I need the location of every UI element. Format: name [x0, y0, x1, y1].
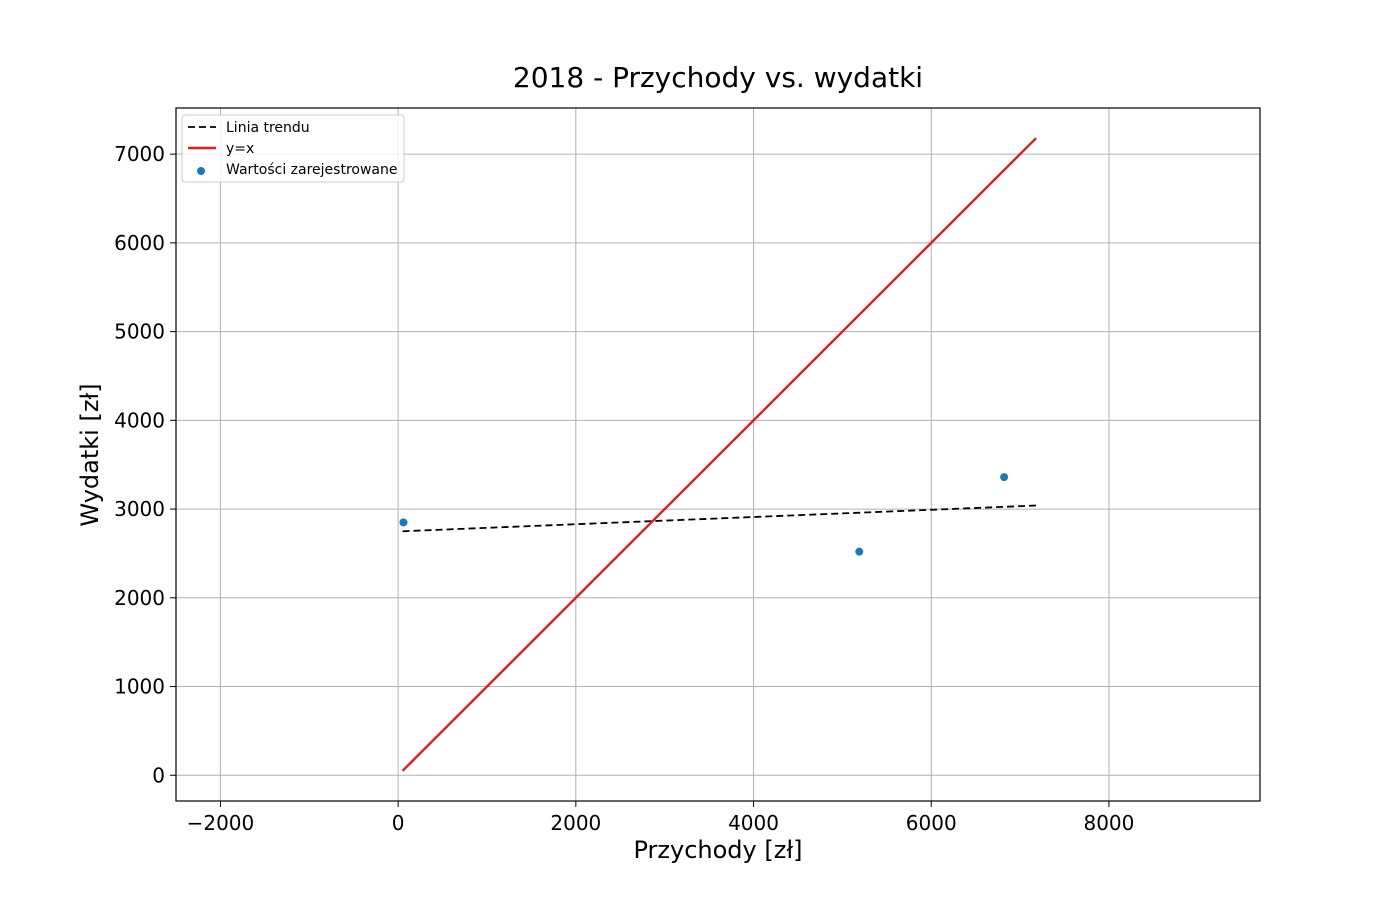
data-point: [855, 547, 864, 556]
data-point: [1000, 473, 1009, 482]
plot-frame: [175, 107, 1261, 802]
series-line: [402, 504, 1037, 533]
y-tick-label: 3000: [114, 497, 165, 521]
legend-box: [181, 114, 405, 183]
y-tick-label: 2000: [114, 586, 165, 610]
y-axis-label: Wydatki [zł]: [76, 383, 104, 526]
legend-entry: Wartości zarejestrowane: [226, 162, 397, 178]
x-tick-label: 4000: [728, 811, 779, 835]
chart-title: 2018 - Przychody vs. wydatki: [513, 61, 923, 94]
x-tick-label: 0: [392, 811, 405, 835]
y-tick-label: 6000: [114, 231, 165, 255]
y-tick-label: 7000: [114, 142, 165, 166]
series-layer: [399, 137, 1037, 772]
x-tick-label: 2000: [550, 811, 601, 835]
x-tick-label: 6000: [906, 811, 957, 835]
data-point: [399, 518, 408, 527]
y-tick-label: 5000: [114, 320, 165, 344]
legend-entry: y=x: [226, 141, 254, 157]
grid: [176, 108, 1260, 801]
ticks: −2000 0 2000 4000 6000 8000 0 1000 2000 3000 4000 5…: [114, 142, 1134, 835]
x-axis-label: Przychody [zł]: [633, 836, 802, 864]
y-tick-label: 4000: [114, 408, 165, 432]
x-tick-label: 8000: [1083, 811, 1134, 835]
legend-marker-swatch: [197, 167, 205, 175]
x-tick-label: −2000: [187, 811, 255, 835]
legend-entry: Linia trendu: [226, 120, 310, 136]
series-line: [401, 137, 1037, 772]
y-tick-label: 1000: [114, 675, 165, 699]
y-tick-label: 0: [152, 763, 165, 787]
legend: Linia trendu y=x Wartości zarejestrowane: [181, 114, 405, 183]
